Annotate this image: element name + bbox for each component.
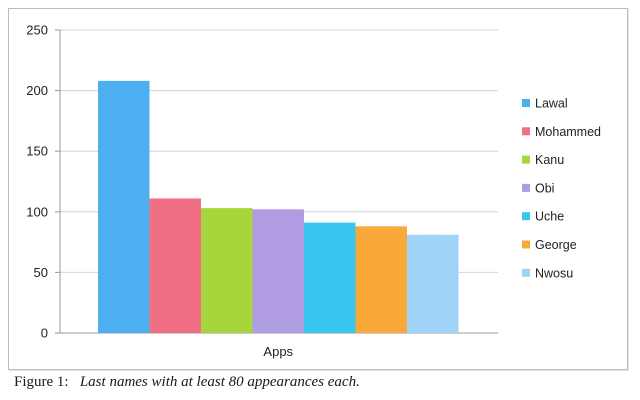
y-tick-label: 150 [26, 144, 48, 159]
legend-swatch [522, 99, 530, 107]
legend-label: Nwosu [535, 266, 573, 280]
bars [98, 80, 459, 334]
y-axis-ticks: 0 50 100 150 200 250 [26, 23, 61, 341]
legend-swatch [522, 155, 530, 164]
caption-text: Last names with at least 80 appearances … [79, 374, 360, 390]
legend-label: Obi [535, 181, 554, 195]
y-tick-label: 100 [26, 204, 48, 219]
legend-swatch [522, 127, 530, 136]
figure-caption: Figure 1: Last names with at least 80 ap… [14, 374, 634, 391]
caption-label: Figure 1: [14, 374, 69, 390]
bar-shade [407, 234, 459, 333]
x-axis: Apps [263, 344, 293, 359]
legend-swatch [522, 183, 530, 192]
bar-shade [304, 222, 356, 333]
bar-shade [149, 198, 201, 333]
legend-swatch [522, 240, 530, 249]
x-category-label: Apps [263, 344, 293, 359]
legend-swatch [522, 212, 530, 221]
bar-shade [98, 80, 150, 334]
legend-label: Kanu [535, 153, 564, 167]
y-tick-label: 200 [26, 83, 48, 98]
bar-shade [252, 209, 304, 333]
y-tick-label: 250 [26, 23, 48, 38]
legend: Lawal Mohammed Kanu Obi Uche George Nwosu [522, 97, 601, 280]
legend-label: George [535, 238, 577, 252]
legend-label: Mohammed [535, 125, 601, 139]
legend-label: Uche [535, 210, 564, 224]
y-tick-label: 50 [34, 265, 48, 280]
legend-label: Lawal [535, 97, 568, 111]
bar-shade [355, 226, 407, 333]
y-tick-label: 0 [41, 326, 48, 341]
legend-swatch [522, 268, 530, 277]
bar-shade [201, 208, 253, 333]
